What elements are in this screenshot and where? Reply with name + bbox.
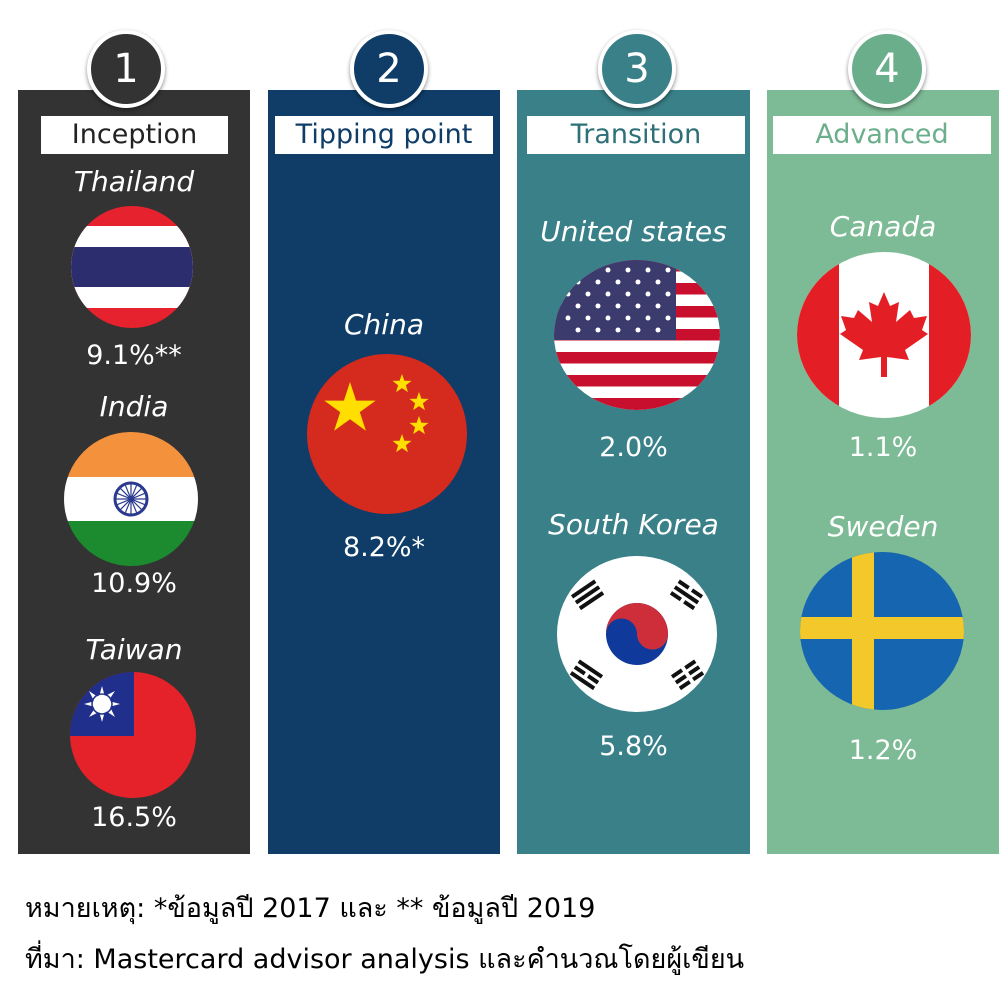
percentage-value: 8.2%*	[342, 532, 426, 563]
thailand-flag	[71, 206, 193, 328]
stage-column-advanced	[767, 90, 999, 854]
canada-flag	[797, 252, 971, 418]
stage-number-badge: 2	[350, 30, 428, 108]
stage-label: Tipping point	[275, 116, 493, 154]
country-name: Sweden	[827, 510, 939, 543]
country-name: South Korea	[548, 508, 719, 541]
source-note: ที่มา: Mastercard advisor analysis และคำ…	[25, 944, 745, 975]
percentage-value: 10.9%	[91, 568, 177, 599]
stage-label: Inception	[41, 116, 228, 154]
country-name: India	[99, 390, 169, 423]
india-flag	[64, 432, 198, 566]
percentage-value: 2.0%	[599, 432, 668, 463]
sweden-flag	[800, 552, 964, 710]
stage-number-badge: 1	[87, 30, 165, 108]
stage-label: Advanced	[773, 116, 991, 154]
stage-number-badge: 4	[848, 30, 926, 108]
footnote: หมายเหตุ: *ข้อมูลปี 2017 และ ** ข้อมูลปี…	[25, 893, 596, 924]
country-name: China	[344, 308, 424, 341]
country-name: United states	[540, 215, 727, 248]
south-korea-flag	[557, 556, 717, 712]
china-flag	[307, 354, 467, 514]
taiwan-flag	[70, 672, 196, 798]
stage-label: Transition	[527, 116, 745, 154]
usa-flag	[554, 260, 720, 410]
country-name: Taiwan	[85, 633, 183, 666]
country-name: Canada	[829, 210, 937, 243]
percentage-value: 16.5%	[91, 802, 177, 833]
percentage-value: 5.8%	[599, 731, 668, 762]
percentage-value: 1.2%	[848, 735, 918, 766]
stage-column-transition	[517, 90, 750, 854]
country-name: Thailand	[73, 165, 195, 198]
percentage-value: 9.1%**	[86, 340, 182, 371]
stage-number-badge: 3	[598, 30, 676, 108]
percentage-value: 1.1%	[848, 432, 918, 463]
